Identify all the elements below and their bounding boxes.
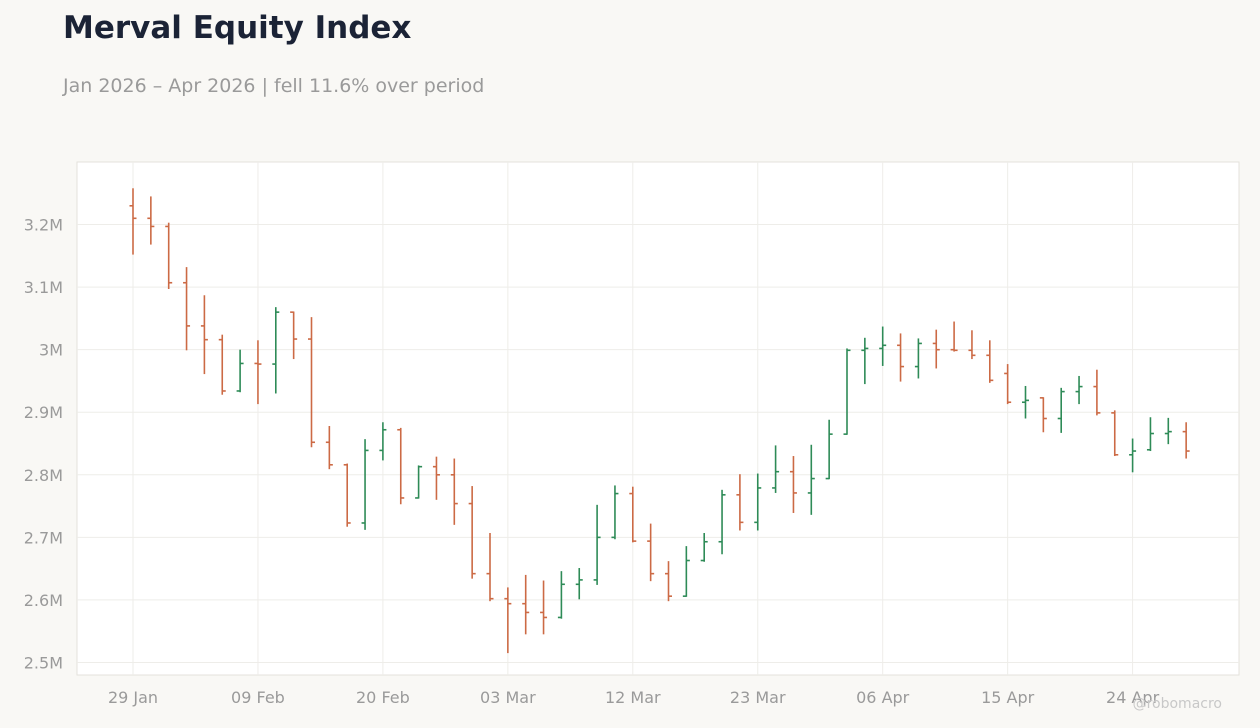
- ohlc-bar: [1004, 364, 1012, 405]
- ohlc-bar: [254, 340, 262, 405]
- ohlc-bar: [736, 474, 744, 531]
- ohlc-bar: [789, 456, 797, 513]
- ohlc-bar: [665, 561, 672, 602]
- ohlc-bar: [325, 426, 333, 470]
- y-tick-label: 2.9M: [24, 403, 63, 422]
- x-axis: 29 Jan 09 Feb 20 Feb 03 Mar 12 Mar 23 Mar 06 A…: [108, 688, 1160, 707]
- ohlc-bar: [343, 463, 351, 527]
- ohlc-bar: [415, 465, 423, 499]
- ohlc-bar: [772, 445, 780, 493]
- ohlc-bar: [200, 295, 208, 375]
- ohlc-bar: [825, 419, 833, 480]
- y-tick-label: 3M: [39, 341, 63, 360]
- ohlc-bar: [361, 439, 369, 530]
- ohlc-bar: [950, 321, 958, 352]
- ohlc-bar: [986, 340, 994, 383]
- ohlc-bar: [1164, 417, 1172, 445]
- ohlc-bar: [1075, 375, 1083, 405]
- plot-area: [76, 161, 1240, 676]
- ohlc-bar: [1182, 422, 1190, 459]
- ohlc-bar: [522, 574, 530, 635]
- x-tick-label: 24 Apr: [1106, 688, 1160, 707]
- ohlc-bar: [557, 571, 565, 619]
- ohlc-bar: [843, 348, 851, 435]
- x-tick-label: 29 Jan: [108, 688, 158, 707]
- y-tick-label: 2.5M: [24, 653, 63, 672]
- ohlc-bar: [1146, 417, 1154, 452]
- ohlc-bar: [468, 486, 476, 579]
- ohlc-bar: [629, 486, 637, 543]
- ohlc-bar: [1111, 410, 1119, 457]
- ohlc-bar: [486, 532, 494, 602]
- ohlc-bar: [450, 458, 458, 525]
- ohlc-bar: [718, 489, 726, 555]
- ohlc-bar: [432, 456, 440, 500]
- ohlc-bar: [879, 326, 887, 366]
- y-tick-label: 3.1M: [24, 278, 63, 297]
- ohlc-bar: [575, 568, 583, 600]
- ohlc-bar: [1057, 387, 1065, 433]
- x-tick-label: 15 Apr: [981, 688, 1035, 707]
- ohlc-bar: [397, 427, 405, 505]
- ohlc-bar: [540, 580, 548, 635]
- ohlc-bar: [308, 317, 315, 448]
- ohlc-bar: [504, 587, 512, 654]
- watermark: @robomacro: [1132, 696, 1222, 712]
- ohlc-bar: [682, 546, 690, 597]
- ohlc-bar: [1022, 385, 1029, 419]
- x-tick-label: 20 Feb: [356, 688, 410, 707]
- ohlc-bar: [932, 329, 940, 369]
- ohlc-bar: [218, 334, 226, 395]
- ohlc-bar: [897, 333, 905, 382]
- y-tick-label: 3.2M: [24, 216, 63, 235]
- ohlc-bar: [147, 196, 155, 245]
- ohlc-bar: [968, 330, 976, 360]
- ohlc-bar: [807, 444, 815, 515]
- y-axis: 2.5M 2.6M 2.7M 2.8M 2.9M 3M 3.1M 3.2M: [24, 216, 63, 673]
- ohlc-bar: [129, 188, 137, 255]
- y-tick-label: 2.8M: [24, 466, 63, 485]
- ohlc-bar: [290, 311, 298, 360]
- grid-lines: [77, 162, 1239, 675]
- x-tick-label: 12 Mar: [605, 688, 661, 707]
- ohlc-bar: [236, 349, 244, 393]
- ohlc-bar: [754, 473, 762, 531]
- ohlc-bar: [272, 307, 280, 394]
- ohlc-bar: [611, 485, 619, 540]
- x-tick-label: 23 Mar: [730, 688, 786, 707]
- ohlc-bar: [1129, 438, 1137, 473]
- x-tick-label: 09 Feb: [231, 688, 285, 707]
- ohlc-bar: [1093, 369, 1101, 416]
- ohlc-bar: [593, 504, 601, 585]
- ohlc-bar: [379, 422, 387, 461]
- ohlc-bar: [861, 337, 869, 385]
- y-tick-label: 2.6M: [24, 591, 63, 610]
- ohlc-bars: [129, 188, 1190, 654]
- ohlc-bar: [183, 267, 191, 351]
- x-tick-label: 06 Apr: [856, 688, 910, 707]
- ohlc-bar: [647, 523, 655, 582]
- y-tick-label: 2.7M: [24, 528, 63, 547]
- ohlc-bar: [165, 222, 173, 289]
- chart-title: Merval Equity Index: [63, 10, 412, 46]
- chart-subtitle: Jan 2026 – Apr 2026 | fell 11.6% over pe…: [63, 75, 485, 97]
- ohlc-bar: [1039, 397, 1047, 433]
- x-tick-label: 03 Mar: [480, 688, 536, 707]
- ohlc-bar: [914, 338, 922, 379]
- ohlc-bar: [700, 532, 708, 562]
